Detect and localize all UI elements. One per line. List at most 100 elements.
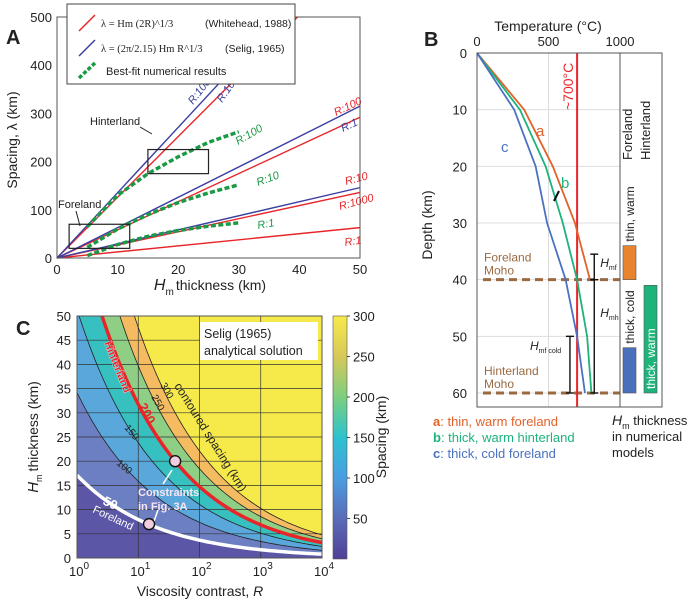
geotherm-label-a: a — [536, 123, 545, 140]
contour-line-250 — [119, 316, 322, 540]
y-tick-label: 20 — [453, 159, 467, 174]
x-tick-label: 104 — [314, 561, 334, 579]
constraint-leader-upper — [162, 469, 173, 485]
y-tick-label: 400 — [30, 58, 52, 73]
colorbar-label: Spacing (km) — [373, 396, 389, 478]
bracket-label: Hmf cold — [530, 339, 561, 355]
panel-a: A R:100 R:10R:100R:1R:10R:1000R:1R:100R:1… — [4, 3, 376, 298]
thickness-bar — [622, 245, 637, 280]
y-tick-label: 0 — [460, 46, 467, 61]
y-tick-label: 50 — [57, 309, 71, 324]
bracket-label: Hmh — [600, 306, 619, 322]
y-tick-label: 45 — [57, 333, 71, 348]
x-tick-label: 100 — [69, 561, 89, 579]
panel-b-legend: a: thin, warm foreland b: thick, warm hi… — [433, 414, 575, 461]
panel-b-letter: B — [424, 29, 438, 51]
panel-b-plot: 0 500 1000 0 10 20 30 40 50 60 ~700°C a b c Hmf Hmh Hmf … — [453, 34, 658, 407]
x-tick-label: 1000 — [606, 34, 635, 49]
panel-c: C 100 101 102 103 104 0 5 10 15 20 25 30 35 40 45 50 Se… — [16, 309, 389, 599]
moho-label: Foreland — [484, 251, 531, 265]
legend-box — [66, 3, 296, 85]
x-tick-label: 500 — [538, 34, 560, 49]
colorbar-tick-label: 100 — [353, 471, 375, 486]
legend-c: c: thick, cold foreland — [433, 446, 556, 461]
colorbar-bar — [332, 315, 348, 560]
panel-c-letter: C — [16, 318, 30, 340]
region-box-hinterland — [147, 148, 210, 175]
geotherm-label-c: c — [501, 139, 509, 156]
panel-b-side-frame — [619, 52, 663, 408]
panel-a-letter: A — [6, 27, 20, 49]
panel-a-legend: λ = Hm (2R)^1/3 (Whitehead, 1988) λ = (2… — [66, 3, 296, 85]
side-caption-line2: in numerical — [612, 429, 682, 444]
hinterland-box-label: Hinterland — [90, 116, 140, 128]
y-tick-label: 25 — [57, 430, 71, 445]
x-tick-label: 103 — [253, 561, 273, 579]
y-tick-label: 35 — [57, 382, 71, 397]
colorbar-tick-label: 250 — [353, 350, 375, 365]
series-label: R:1 — [344, 235, 363, 249]
contour-label-50: 50 — [101, 493, 120, 513]
series-line-best-fit-R10 — [86, 183, 240, 249]
legend-b: b: thick, warm hinterland — [433, 430, 575, 445]
x-tick-label: 50 — [353, 262, 367, 277]
x-tick-label: 102 — [192, 561, 212, 579]
bracket-label: Hmf — [600, 256, 617, 272]
contour-line-50 — [77, 473, 322, 556]
series-line-whitehead-R1 — [56, 226, 361, 259]
panel-a-xlabel: Hm thickness (km) — [154, 277, 266, 298]
x-tick-label: 10 — [110, 262, 124, 277]
hinterland-leader — [139, 126, 153, 135]
panel-b: B Temperature (°C) 0 500 1000 0 10 20 30 40 50 60… — [419, 18, 688, 461]
y-tick-label: 30 — [453, 216, 467, 231]
legend-swatch-whitehead — [78, 14, 96, 32]
constraint-point — [168, 455, 182, 468]
moho-label: Moho — [484, 264, 514, 278]
panel-c-frame — [76, 315, 323, 559]
y-tick-label: 40 — [453, 273, 467, 288]
contour-line-300 — [133, 316, 322, 536]
legend-whitehead-formula: λ = Hm (2R)^1/3 — [101, 19, 173, 30]
x-tick-label: 20 — [171, 262, 185, 277]
panel-b-ylabel: Depth (km) — [419, 190, 435, 259]
geotherm-c — [476, 52, 586, 394]
series-line-best-fit-R1 — [86, 221, 239, 258]
geotherm-b — [476, 52, 593, 394]
x-tick-label: 30 — [232, 262, 246, 277]
y-tick-label: 300 — [30, 106, 52, 121]
moho-label: Hinterland — [484, 364, 539, 378]
foreland-box-label: Foreland — [58, 199, 101, 211]
series-label: R:1 — [256, 217, 275, 232]
thickness-bar — [643, 285, 658, 394]
legend-swatch-bestfit — [77, 61, 97, 80]
series-label: R:10 — [344, 170, 370, 188]
legend-swatch-selig — [78, 39, 96, 57]
y-tick-label: 20 — [57, 454, 71, 469]
geotherm-a — [476, 52, 591, 280]
y-tick-label: 0 — [45, 251, 52, 266]
constraint-points — [142, 455, 182, 531]
region-box-foreland — [68, 223, 131, 249]
panel-c-xlabel: Viscosity contrast, R — [137, 583, 264, 599]
contour-line-100 — [77, 392, 322, 551]
x-tick-label: 0 — [53, 262, 60, 277]
x-tick-label: 101 — [130, 561, 150, 579]
y-tick-label: 100 — [30, 203, 52, 218]
y-tick-label: 5 — [64, 527, 71, 542]
contour-line-150 — [78, 316, 322, 547]
x-tick-label: 0 — [473, 34, 480, 49]
side-caption-line3: models — [612, 445, 654, 460]
colorbar: 50 100 150 200 250 300 — [332, 309, 375, 560]
contour-line-200 — [100, 316, 322, 545]
isotherm-label: ~700°C — [560, 63, 576, 110]
panel-c-ylabel: Hmthickness (km) — [25, 381, 44, 493]
legend-whitehead-source: (Whitehead, 1988) — [205, 18, 291, 30]
legend-a: a: thin, warm foreland — [433, 414, 558, 429]
colorbar-tick-label: 150 — [353, 431, 375, 446]
annotation-line2: analytical solution — [204, 344, 303, 358]
colorbar-tick-label: 300 — [353, 309, 375, 324]
series-line-best-fit-R100 — [86, 130, 240, 228]
legend-selig-source: (Selig, 1965) — [225, 43, 285, 55]
